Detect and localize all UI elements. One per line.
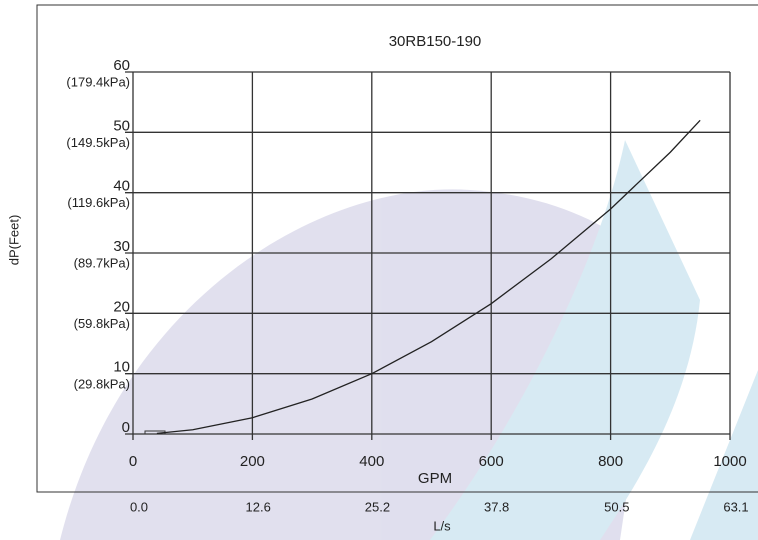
watermark (60, 140, 758, 540)
x2-tick-label: 25.2 (365, 499, 390, 514)
x2-axis-label: L/s (433, 518, 451, 533)
x-tick-label: 1000 (713, 453, 746, 470)
y2-tick-label: (119.6kPa) (67, 195, 130, 210)
y-axis-label: dP(Feet) (6, 215, 21, 266)
y-tick-label: 50 (113, 117, 130, 134)
y-tick-label: 10 (113, 359, 130, 376)
y2-tick-label: (149.5kPa) (66, 135, 130, 150)
x-tick-label: 200 (240, 453, 265, 470)
y-tick-label: 30 (113, 238, 130, 255)
x2-tick-label: 37.8 (484, 499, 509, 514)
y-tick-label: 0 (122, 419, 130, 436)
x-tick-label: 0 (129, 453, 137, 470)
y2-tick-label: (179.4kPa) (66, 74, 130, 89)
y2-tick-label: (89.7kPa) (74, 255, 130, 270)
x2-tick-label: 0.0 (130, 499, 148, 514)
x-tick-label: 400 (359, 453, 384, 470)
y2-tick-label: (29.8kPa) (74, 376, 130, 391)
x-tick-label: 800 (598, 453, 623, 470)
y2-tick-label: (59.8kPa) (74, 316, 130, 331)
line (156, 119, 701, 435)
frame (36, 4, 758, 493)
x2-tick-label: 12.6 (246, 499, 271, 514)
chart-title: 30RB150-190 (389, 33, 482, 50)
y-tick-label: 60 (113, 57, 130, 74)
x2-tick-label: 50.5 (604, 499, 629, 514)
x-tick-label: 600 (479, 453, 504, 470)
y-tick-label: 20 (113, 298, 130, 315)
y-tick-label: 40 (113, 178, 130, 195)
x2-tick-label: 63.1 (723, 499, 748, 514)
x-axis-label: GPM (418, 470, 452, 487)
